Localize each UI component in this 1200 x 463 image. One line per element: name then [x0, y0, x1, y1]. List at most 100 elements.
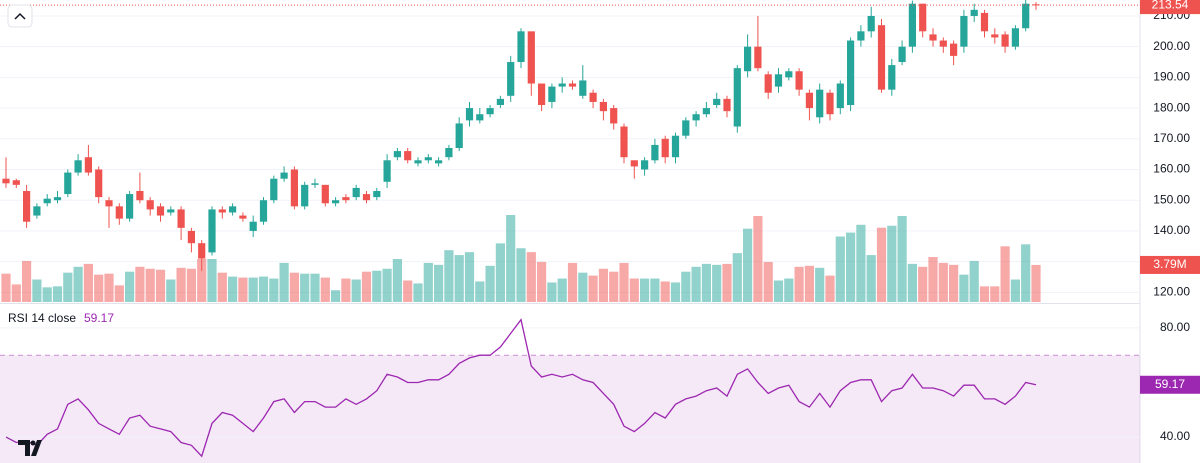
volume-bar — [331, 290, 341, 302]
volume-bar — [763, 261, 773, 302]
volume-bar — [681, 271, 691, 302]
volume-bar — [485, 265, 495, 302]
volume-bar — [1010, 279, 1020, 302]
candle-body — [826, 92, 834, 115]
volume-bar — [155, 269, 166, 302]
candle-body — [599, 101, 607, 112]
volume-bar — [413, 283, 423, 302]
candle-body — [352, 187, 360, 198]
volume-bar — [125, 271, 135, 302]
rsi-band — [0, 355, 1140, 463]
volume-bar — [856, 224, 866, 302]
volume-bar — [300, 273, 310, 302]
volume-bar — [588, 275, 598, 302]
volume-bar — [351, 279, 361, 302]
y-tick-label: 180.00 — [1153, 100, 1190, 114]
candle-body — [1011, 28, 1019, 47]
candle-body — [960, 15, 968, 47]
volume-bar — [217, 272, 227, 302]
volume-bar — [825, 275, 835, 302]
candle-body — [980, 12, 989, 32]
candle-body — [867, 15, 875, 32]
volume-bar — [804, 265, 814, 302]
volume-bar — [83, 263, 93, 302]
candle-body — [115, 206, 123, 219]
volume-bar — [310, 273, 320, 302]
volume-bar — [423, 262, 433, 302]
candle-body — [991, 34, 999, 38]
volume-bar — [320, 277, 330, 302]
volume-bar — [815, 267, 825, 302]
candle-body — [548, 86, 556, 102]
candle-body — [682, 120, 690, 136]
candle-body — [816, 89, 824, 118]
candle-body — [733, 68, 741, 127]
candle-body — [702, 108, 710, 115]
candle-body — [218, 209, 226, 213]
candle-body — [414, 160, 422, 164]
volume-bar — [166, 279, 176, 302]
candle-body — [373, 190, 381, 198]
candle-body — [74, 160, 82, 173]
volume-bar — [444, 250, 454, 302]
candle-body — [929, 34, 937, 41]
candle-body — [568, 83, 577, 87]
volume-bar — [660, 281, 670, 302]
volume-bar — [887, 225, 897, 302]
candle-body — [167, 209, 175, 213]
volume-bar — [846, 232, 856, 302]
candle-body — [538, 83, 546, 106]
candle-body — [84, 157, 92, 173]
volume-bar — [959, 274, 969, 302]
volume-bar — [279, 262, 289, 302]
volume-bar — [928, 257, 938, 302]
candle-body — [53, 197, 62, 201]
volume-bar — [866, 255, 876, 302]
candle-body — [64, 172, 72, 195]
volume-bar — [537, 261, 547, 302]
volume-bar — [176, 267, 186, 302]
candle-body — [970, 9, 978, 16]
volume-bar — [990, 286, 1000, 302]
candle-body — [898, 46, 906, 63]
volume-tag-label: 3.79M — [1153, 257, 1186, 271]
candle-body — [744, 46, 752, 72]
candle-body — [610, 108, 618, 124]
candle-body — [1001, 34, 1009, 47]
volume-bar — [979, 286, 990, 302]
volume-bar — [969, 260, 979, 302]
volume-bar — [732, 253, 742, 302]
y-tick-label: 150.00 — [1153, 192, 1190, 206]
volume-bar — [145, 268, 155, 302]
candle-body — [641, 160, 649, 170]
volume-bar — [495, 243, 505, 302]
candle-body — [280, 172, 288, 179]
volume-bar — [516, 248, 526, 302]
volume-bar — [629, 278, 639, 302]
volume-bar — [1021, 244, 1031, 302]
candle-body — [847, 40, 855, 106]
volume-bar — [578, 272, 588, 302]
candle-body — [527, 31, 535, 84]
y-tick-label: 40.00 — [1160, 429, 1190, 443]
collapse-button[interactable] — [7, 4, 33, 28]
volume-bar — [22, 260, 32, 302]
volume-bar — [114, 285, 124, 302]
volume-bar — [907, 263, 917, 302]
volume-bar — [289, 272, 299, 302]
candle-body — [198, 243, 206, 259]
volume-bar — [876, 227, 887, 302]
volume-bar — [1000, 246, 1010, 302]
volume-bar — [598, 268, 608, 302]
candle-body — [12, 180, 20, 185]
volume-bar — [52, 286, 63, 302]
candle-body — [2, 178, 10, 184]
volume-bar — [712, 264, 722, 302]
candle-body — [651, 144, 659, 161]
volume-bar — [434, 264, 444, 302]
volume-bar — [949, 264, 959, 302]
volume-bar — [784, 278, 794, 302]
y-tick-label: 80.00 — [1160, 320, 1190, 334]
candle-body — [713, 98, 721, 106]
candle-body — [259, 200, 268, 222]
